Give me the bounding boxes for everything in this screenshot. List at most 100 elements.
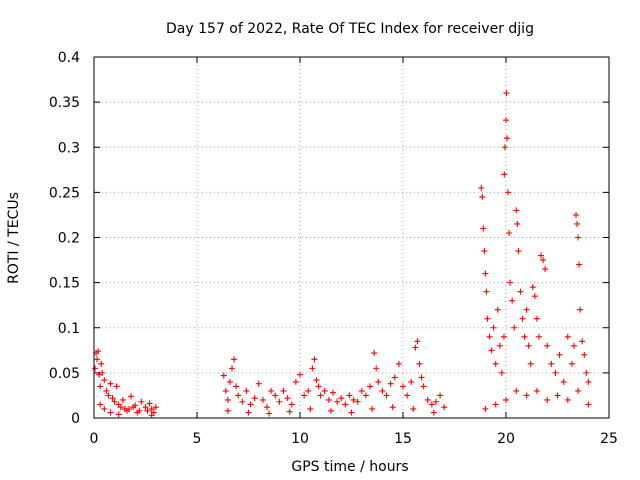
data-point — [519, 315, 526, 322]
data-point — [498, 369, 505, 376]
data-point — [301, 392, 308, 399]
data-point — [395, 360, 402, 367]
data-point — [564, 333, 571, 340]
data-point — [585, 401, 592, 408]
data-point — [496, 342, 503, 349]
data-point — [506, 229, 513, 236]
data-point — [142, 404, 149, 411]
y-axis-label: ROTI / TECUs — [6, 192, 22, 284]
data-point — [552, 369, 559, 376]
data-point — [276, 398, 283, 405]
data-point — [226, 378, 233, 385]
data-point — [488, 347, 495, 354]
data-point — [437, 392, 444, 399]
data-point — [482, 405, 489, 412]
data-point — [117, 404, 124, 411]
data-point — [245, 409, 252, 416]
y-tick-label: 0.05 — [49, 366, 80, 382]
data-point — [577, 306, 584, 313]
data-point — [222, 387, 229, 394]
data-point — [369, 405, 376, 412]
data-point — [224, 396, 231, 403]
data-point — [492, 401, 499, 408]
data-point — [391, 374, 398, 381]
data-point — [264, 404, 271, 411]
data-point — [483, 288, 490, 295]
data-point — [525, 342, 532, 349]
data-point — [371, 350, 378, 357]
data-point — [311, 356, 318, 363]
data-point — [239, 398, 246, 405]
data-point — [484, 315, 491, 322]
data-point — [568, 360, 575, 367]
data-point — [579, 338, 586, 345]
data-point — [523, 306, 530, 313]
data-point — [517, 288, 524, 295]
data-point — [266, 410, 273, 417]
data-point — [383, 392, 390, 399]
data-point — [92, 365, 99, 372]
data-point — [479, 193, 486, 200]
data-point — [542, 266, 549, 273]
data-point — [575, 387, 582, 394]
y-tick-label: 0.35 — [49, 95, 80, 111]
y-tick-label: 0 — [71, 411, 80, 427]
data-point — [480, 225, 487, 232]
data-point — [144, 407, 151, 414]
data-point — [362, 392, 369, 399]
data-point — [424, 396, 431, 403]
chart-title: Day 157 of 2022, Rate Of TEC Index for r… — [166, 21, 534, 37]
data-point — [408, 378, 415, 385]
data-point — [309, 365, 316, 372]
data-point — [103, 387, 110, 394]
data-point — [503, 117, 509, 124]
data-point — [560, 378, 567, 385]
data-point — [492, 360, 499, 367]
x-tick-label: 15 — [394, 431, 412, 447]
data-point — [247, 401, 254, 408]
y-tick-label: 0.25 — [49, 185, 80, 201]
data-point — [95, 348, 102, 355]
data-point — [482, 270, 489, 277]
data-point — [420, 383, 427, 390]
data-point — [315, 383, 322, 390]
data-point — [583, 369, 590, 376]
data-point — [292, 378, 299, 385]
data-point — [132, 402, 139, 409]
data-point — [101, 377, 108, 384]
data-point — [503, 396, 509, 403]
data-point — [531, 293, 538, 300]
data-point — [513, 387, 520, 394]
data-point — [284, 395, 291, 402]
data-point — [481, 248, 488, 255]
data-point — [387, 380, 394, 387]
data-point — [317, 392, 324, 399]
data-point — [515, 248, 522, 255]
data-point — [389, 404, 396, 411]
data-point — [94, 356, 101, 363]
data-point — [414, 338, 421, 345]
data-point — [548, 360, 555, 367]
data-point — [109, 395, 116, 402]
data-point — [113, 383, 120, 390]
data-point — [432, 398, 439, 405]
y-tick-label: 0.1 — [58, 321, 80, 337]
data-point — [533, 387, 540, 394]
data-point — [538, 252, 545, 259]
data-point — [115, 411, 122, 418]
data-point — [313, 377, 320, 384]
data-point — [325, 396, 332, 403]
data-point — [138, 398, 145, 405]
data-point — [229, 365, 236, 372]
data-point — [509, 297, 516, 304]
data-point — [373, 365, 380, 372]
data-point — [286, 408, 293, 415]
data-point — [224, 407, 231, 414]
data-point — [529, 284, 536, 291]
data-point — [136, 407, 143, 414]
data-point — [412, 344, 419, 351]
data-point — [556, 351, 563, 358]
data-point — [288, 401, 295, 408]
